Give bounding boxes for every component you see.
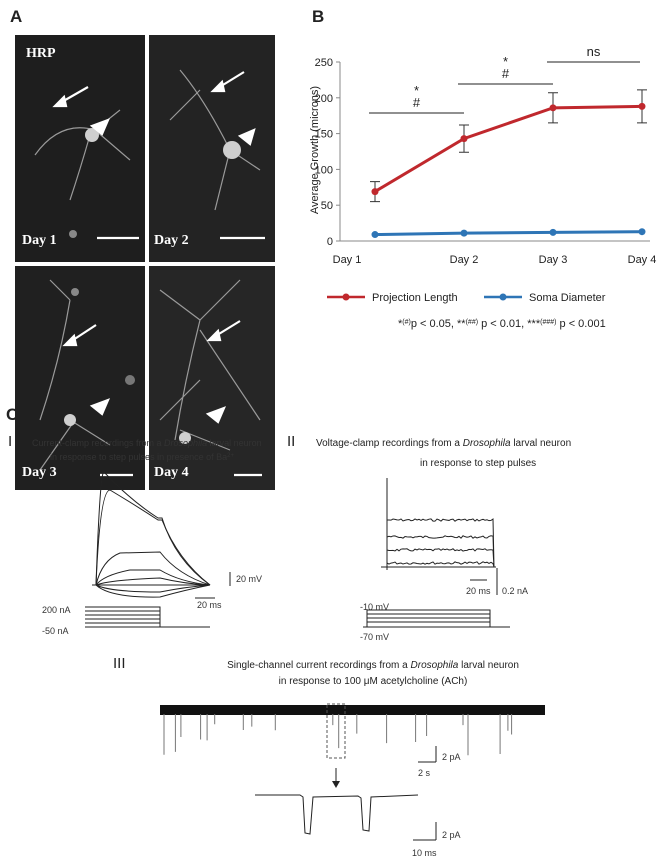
micrograph [149, 266, 275, 490]
trace-band [160, 705, 545, 715]
panel-c-iii: III Single-channel current recordings fr… [113, 655, 545, 858]
y-axis-label: Average Growth (microns) [309, 86, 321, 214]
neurites [34, 69, 261, 471]
point [371, 231, 379, 239]
numeral: II [287, 433, 295, 450]
y-tick-label: 250 [315, 57, 333, 69]
significance-mark: * [414, 83, 419, 98]
series-line [374, 230, 643, 237]
micrographs: HRP Day 1 Day 2 Day 3 Day 4 [15, 35, 275, 490]
zoom-box [326, 703, 346, 759]
micrograph [149, 35, 275, 262]
scale-label: 10 ms [412, 848, 437, 858]
x-tick-label: Day 2 [450, 254, 479, 266]
panel-label: A [10, 7, 22, 26]
significance-note: *(#)p < 0.05, **(##) p < 0.01, ***(###) … [398, 318, 606, 330]
title-line: in response to 100 μM acetylcholine (ACh… [279, 676, 468, 687]
micrograph [15, 266, 145, 490]
point [371, 188, 379, 196]
growth-chart: Average Growth (microns) 0 50 100 150 200 250… [309, 44, 656, 330]
single-channel-trace [160, 705, 545, 756]
legend-label: Soma Diameter [529, 292, 606, 304]
numeral: III [113, 655, 126, 672]
micrograph [15, 35, 145, 262]
significance-mark: * [503, 54, 508, 69]
title-line: in response to step pulses in presence o… [50, 452, 234, 462]
scale-label: 2 s [418, 768, 431, 778]
scale-label: 20 mV [236, 574, 262, 584]
arrow [332, 781, 340, 788]
scale-label: 2 pA [442, 752, 461, 762]
day-label: Day 3 [22, 465, 57, 480]
note-text: p < 0.05, [411, 318, 457, 330]
series-line [374, 104, 643, 193]
scale-label: 0.2 nA [502, 586, 528, 596]
point [638, 228, 646, 236]
legend-swatch [342, 293, 350, 301]
significance-mark: # [502, 66, 510, 81]
day-label: Day 1 [22, 233, 57, 248]
point [460, 135, 468, 143]
x-tick-label: Day 3 [539, 254, 568, 266]
note-text: p < 0.01, [478, 318, 527, 330]
day-label: Day 4 [154, 465, 189, 480]
x-tick-label: Day 4 [628, 254, 657, 266]
title-line: in response to step pulses [420, 458, 536, 469]
y-tick-label: 100 [315, 164, 333, 176]
title-line: Voltage-clamp recordings from a Drosophi… [316, 438, 571, 449]
title-line: Current-clamp recordings from a Drosophi… [32, 438, 262, 448]
point [549, 104, 557, 112]
stain-label: HRP [26, 46, 56, 61]
legend-label: Projection Length [372, 292, 458, 304]
point [460, 229, 468, 237]
step-label: -10 mV [360, 602, 389, 612]
panel-c-ii: II Voltage-clamp recordings from a Droso… [287, 433, 571, 642]
point [638, 102, 646, 110]
note-text: p < 0.001 [556, 318, 605, 330]
y-tick-label: 200 [315, 93, 333, 105]
panel-c-i: I Current-clamp recordings from a Drosop… [8, 433, 262, 636]
step-label: 200 nA [42, 605, 71, 615]
panel-label: B [312, 7, 324, 26]
y-tick-label: 150 [315, 129, 333, 141]
y-tick-label: 50 [321, 200, 333, 212]
point [549, 228, 557, 236]
numeral: I [8, 433, 12, 450]
note-sup: (##) [466, 319, 478, 326]
note-sup: (###) [540, 319, 556, 326]
note-mark: ** [457, 318, 466, 330]
note-mark: * [398, 318, 403, 330]
title-line: Single-channel current recordings from a… [227, 660, 519, 671]
channel-openings [163, 714, 513, 756]
step-label: -70 mV [360, 632, 389, 642]
y-tick-label: 0 [327, 236, 333, 248]
arrows [52, 71, 265, 477]
significance-mark: ns [587, 44, 601, 59]
scale-label: 20 ms [466, 586, 491, 596]
scale-label: 20 ms [197, 600, 222, 610]
day-label: Day 2 [154, 233, 189, 248]
legend-swatch [499, 293, 507, 301]
significance-mark: # [413, 95, 421, 110]
x-tick-label: Day 1 [333, 254, 362, 266]
scale-label: 2 pA [442, 830, 461, 840]
note-mark: *** [527, 318, 541, 330]
note-sup: (#) [402, 319, 411, 326]
somata [64, 128, 241, 444]
step-label: -50 nA [42, 626, 69, 636]
